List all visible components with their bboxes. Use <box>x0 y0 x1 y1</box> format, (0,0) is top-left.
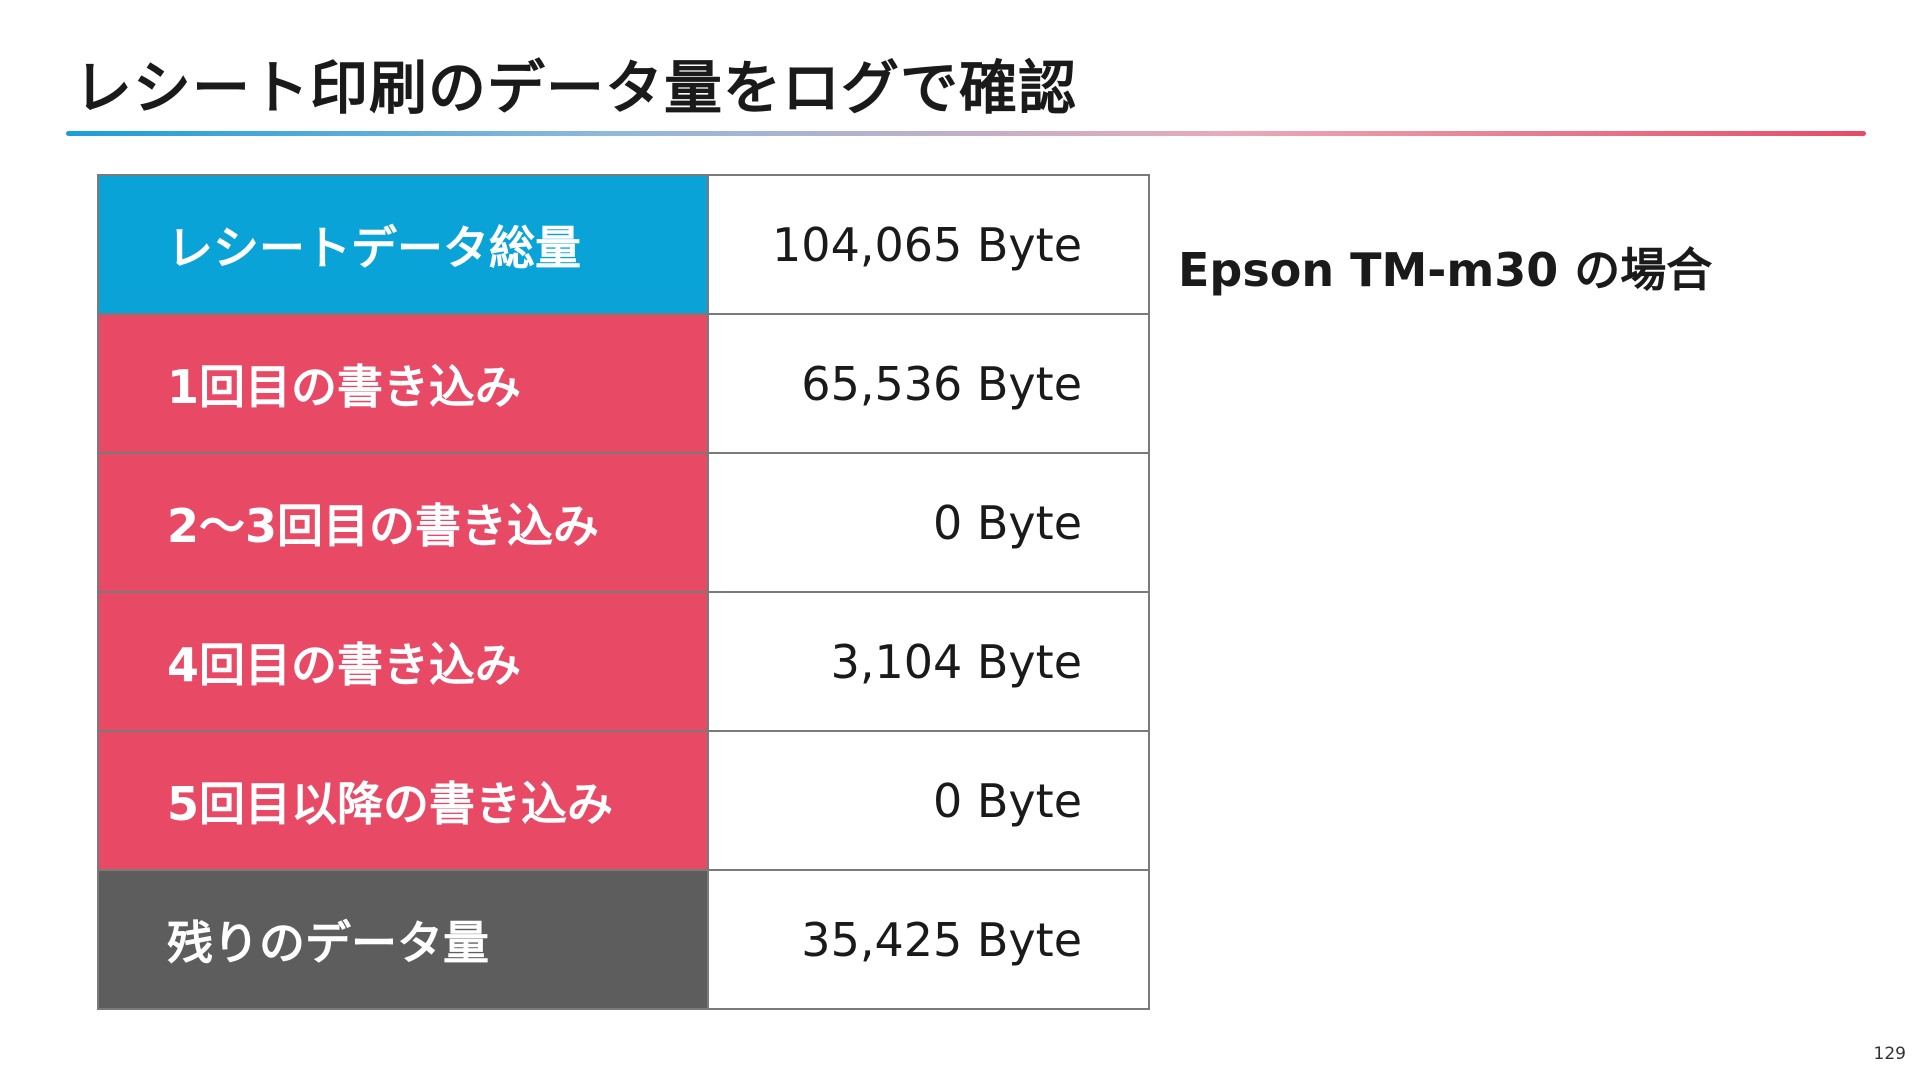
row-value: 0 Byte <box>706 730 1151 871</box>
row-value: 3,104 Byte <box>706 591 1151 732</box>
row-label: 4回目の書き込み <box>97 591 709 732</box>
table-row-total: レシートデータ総量 104,065 Byte <box>97 174 1151 315</box>
row-label: レシートデータ総量 <box>97 174 709 315</box>
table-row-write-5-plus: 5回目以降の書き込み 0 Byte <box>97 730 1151 871</box>
page-number: 129 <box>1873 1044 1906 1064</box>
table-row-remaining: 残りのデータ量 35,425 Byte <box>97 869 1151 1010</box>
row-value: 35,425 Byte <box>706 869 1151 1010</box>
row-label: 残りのデータ量 <box>97 869 709 1010</box>
data-size-table: レシートデータ総量 104,065 Byte 1回目の書き込み 65,536 B… <box>97 174 1151 1010</box>
device-note: Epson TM-m30 の場合 <box>1178 243 1713 297</box>
row-label: 5回目以降の書き込み <box>97 730 709 871</box>
row-value: 65,536 Byte <box>706 313 1151 454</box>
row-label: 1回目の書き込み <box>97 313 709 454</box>
row-value: 0 Byte <box>706 452 1151 593</box>
table-row-write-2-3: 2〜3回目の書き込み 0 Byte <box>97 452 1151 593</box>
title-underline <box>66 131 1866 136</box>
table-row-write-4: 4回目の書き込み 3,104 Byte <box>97 591 1151 732</box>
row-label: 2〜3回目の書き込み <box>97 452 709 593</box>
slide-title: レシート印刷のデータ量をログで確認 <box>74 54 1078 122</box>
row-value: 104,065 Byte <box>706 174 1151 315</box>
table-row-write-1: 1回目の書き込み 65,536 Byte <box>97 313 1151 454</box>
